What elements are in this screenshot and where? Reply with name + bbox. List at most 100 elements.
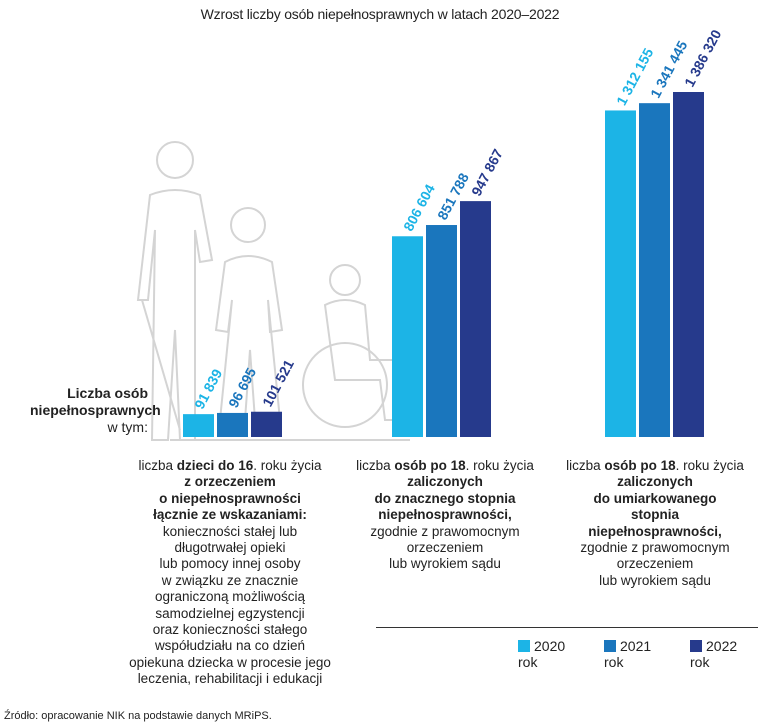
label-segment: niepełnosprawności, [378,507,512,523]
legend-swatch [690,640,702,652]
bar [183,414,214,437]
legend-label: 2020 rok [518,638,566,670]
label-segment: liczba [566,458,605,473]
category-label-line: niepełnosprawności, [555,524,755,540]
label-segment: zgodnie z prawomocnym [370,523,520,539]
label-segment: lub wyrokiem sądu [389,556,501,572]
data-label: 1 341 445 [647,38,690,101]
category-label-significant: liczba osób po 18. roku życia zaliczonych… [345,458,545,573]
category-label-line: oraz konieczności stałego [110,622,350,638]
legend-swatch [604,640,616,652]
category-label-line: zaliczonych [555,474,755,490]
category-label-line: liczba osób po 18. roku życia [345,458,545,474]
label-segment: lub pomocy innej osoby [159,556,301,572]
label-segment: współudziału na co dzień [154,638,306,654]
bar [460,201,491,437]
legend: 2020 rok 2021 rok 2022 rok [518,638,760,670]
legend-label: 2021 rok [604,638,652,670]
category-label-line: orzeczeniem [555,556,755,572]
bar [392,236,423,437]
category-label-line: stopnia [555,507,755,523]
chart-title: Wzrost liczby osób niepełnosprawnych w l… [200,6,560,22]
category-label-line: zaliczonych [345,474,545,490]
label-segment: do umiarkowanego [593,490,717,506]
label-segment: orzeczeniem [616,556,694,572]
data-label: 91 839 [191,366,225,412]
category-label-line: zgodnie z prawomocnym [555,540,755,556]
category-label-line: lub pomocy innej osoby [110,556,350,572]
source-note: Źródło: opracowanie NIK na podstawie dan… [4,710,272,722]
y-axis-label: Liczba osób niepełnosprawnych w tym: [30,385,161,436]
category-label-line: o niepełnosprawności [110,491,350,507]
label-segment: zgodnie z prawomocnym [580,540,730,556]
category-label-line: do umiarkowanego [555,491,755,507]
bar [217,412,248,437]
category-label-line: konieczności stałej lub [110,524,350,540]
category-label-line: samodzielnej egzystencji [110,606,350,622]
label-segment: stopnia [630,507,679,523]
label-segment: osób po 18 [604,458,676,473]
label-segment: lub wyrokiem sądu [599,572,711,588]
legend-swatch [518,640,530,652]
category-label-moderate: liczba osób po 18. roku życia zaliczonych… [555,458,755,589]
category-label-line: łącznie ze wskazaniami: [110,507,350,523]
category-label-line: niepełnosprawności, [345,507,545,523]
label-segment: oraz konieczności stałego [152,622,308,638]
category-label-line: ograniczoną możliwością [110,589,350,605]
category-label-line: liczba osób po 18. roku życia [555,458,755,474]
category-label-line: lub wyrokiem sądu [345,556,545,572]
label-segment: samodzielnej egzystencji [155,605,305,621]
label-segment: dzieci do 16 [176,458,254,473]
label-segment: . roku życia [253,458,322,473]
y-label-line: Liczba osób [67,385,148,401]
label-segment: liczba [138,458,177,473]
bar [639,103,670,437]
label-segment: w związku ze znacznie [161,572,299,588]
label-segment: zaliczonych [407,474,483,490]
y-label-line: niepełnosprawnych [30,402,161,418]
label-segment: liczba [356,458,395,473]
label-segment: do znacznego stopnia [374,490,516,506]
bar [426,225,457,437]
label-segment: . roku życia [465,458,534,473]
label-segment: . roku życia [675,458,744,473]
label-segment: długotrwałej opieki [174,540,286,556]
bar [251,411,282,437]
category-label-line: do znacznego stopnia [345,491,545,507]
category-label-children: liczba dzieci do 16. roku życia z orzecze… [110,458,350,688]
label-segment: zaliczonych [617,474,693,490]
legend-item: 2021 rok [604,638,674,670]
y-label-line: w tym: [107,419,148,435]
category-label-line: długotrwałej opieki [110,540,350,556]
label-segment: łącznie ze wskazaniami: [153,507,307,523]
bar [605,110,636,437]
label-segment: leczenia, rehabilitacji i edukacji [137,671,323,687]
label-segment: osób po 18 [394,458,466,473]
data-label: 947 867 [468,146,506,198]
category-label-line: lub wyrokiem sądu [555,573,755,589]
label-segment: opiekuna dziecka w procesie jego [129,654,331,670]
legend-item: 2020 rok [518,638,588,670]
bar [673,92,704,437]
divider [376,627,758,628]
legend-label: 2022 rok [690,638,738,670]
legend-item: 2022 rok [690,638,760,670]
label-segment: o niepełnosprawności [159,490,301,506]
category-label-line: współudziału na co dzień [110,638,350,654]
category-label-line: opiekuna dziecka w procesie jego [110,655,350,671]
category-label-line: leczenia, rehabilitacji i edukacji [110,671,350,687]
label-segment: niepełnosprawności, [588,523,722,539]
label-segment: orzeczeniem [406,540,484,556]
category-label-line: orzeczeniem [345,540,545,556]
category-label-line: w związku ze znacznie [110,573,350,589]
category-label-line: z orzeczeniem [110,474,350,490]
data-label: 1 312 155 [613,45,656,108]
label-segment: ograniczoną możliwością [154,589,306,605]
category-label-line: zgodnie z prawomocnym [345,524,545,540]
category-label-line: liczba dzieci do 16. roku życia [110,458,350,474]
people-illustration [136,141,410,441]
data-label: 1 386 320 [681,27,724,90]
label-segment: z orzeczeniem [184,474,276,490]
